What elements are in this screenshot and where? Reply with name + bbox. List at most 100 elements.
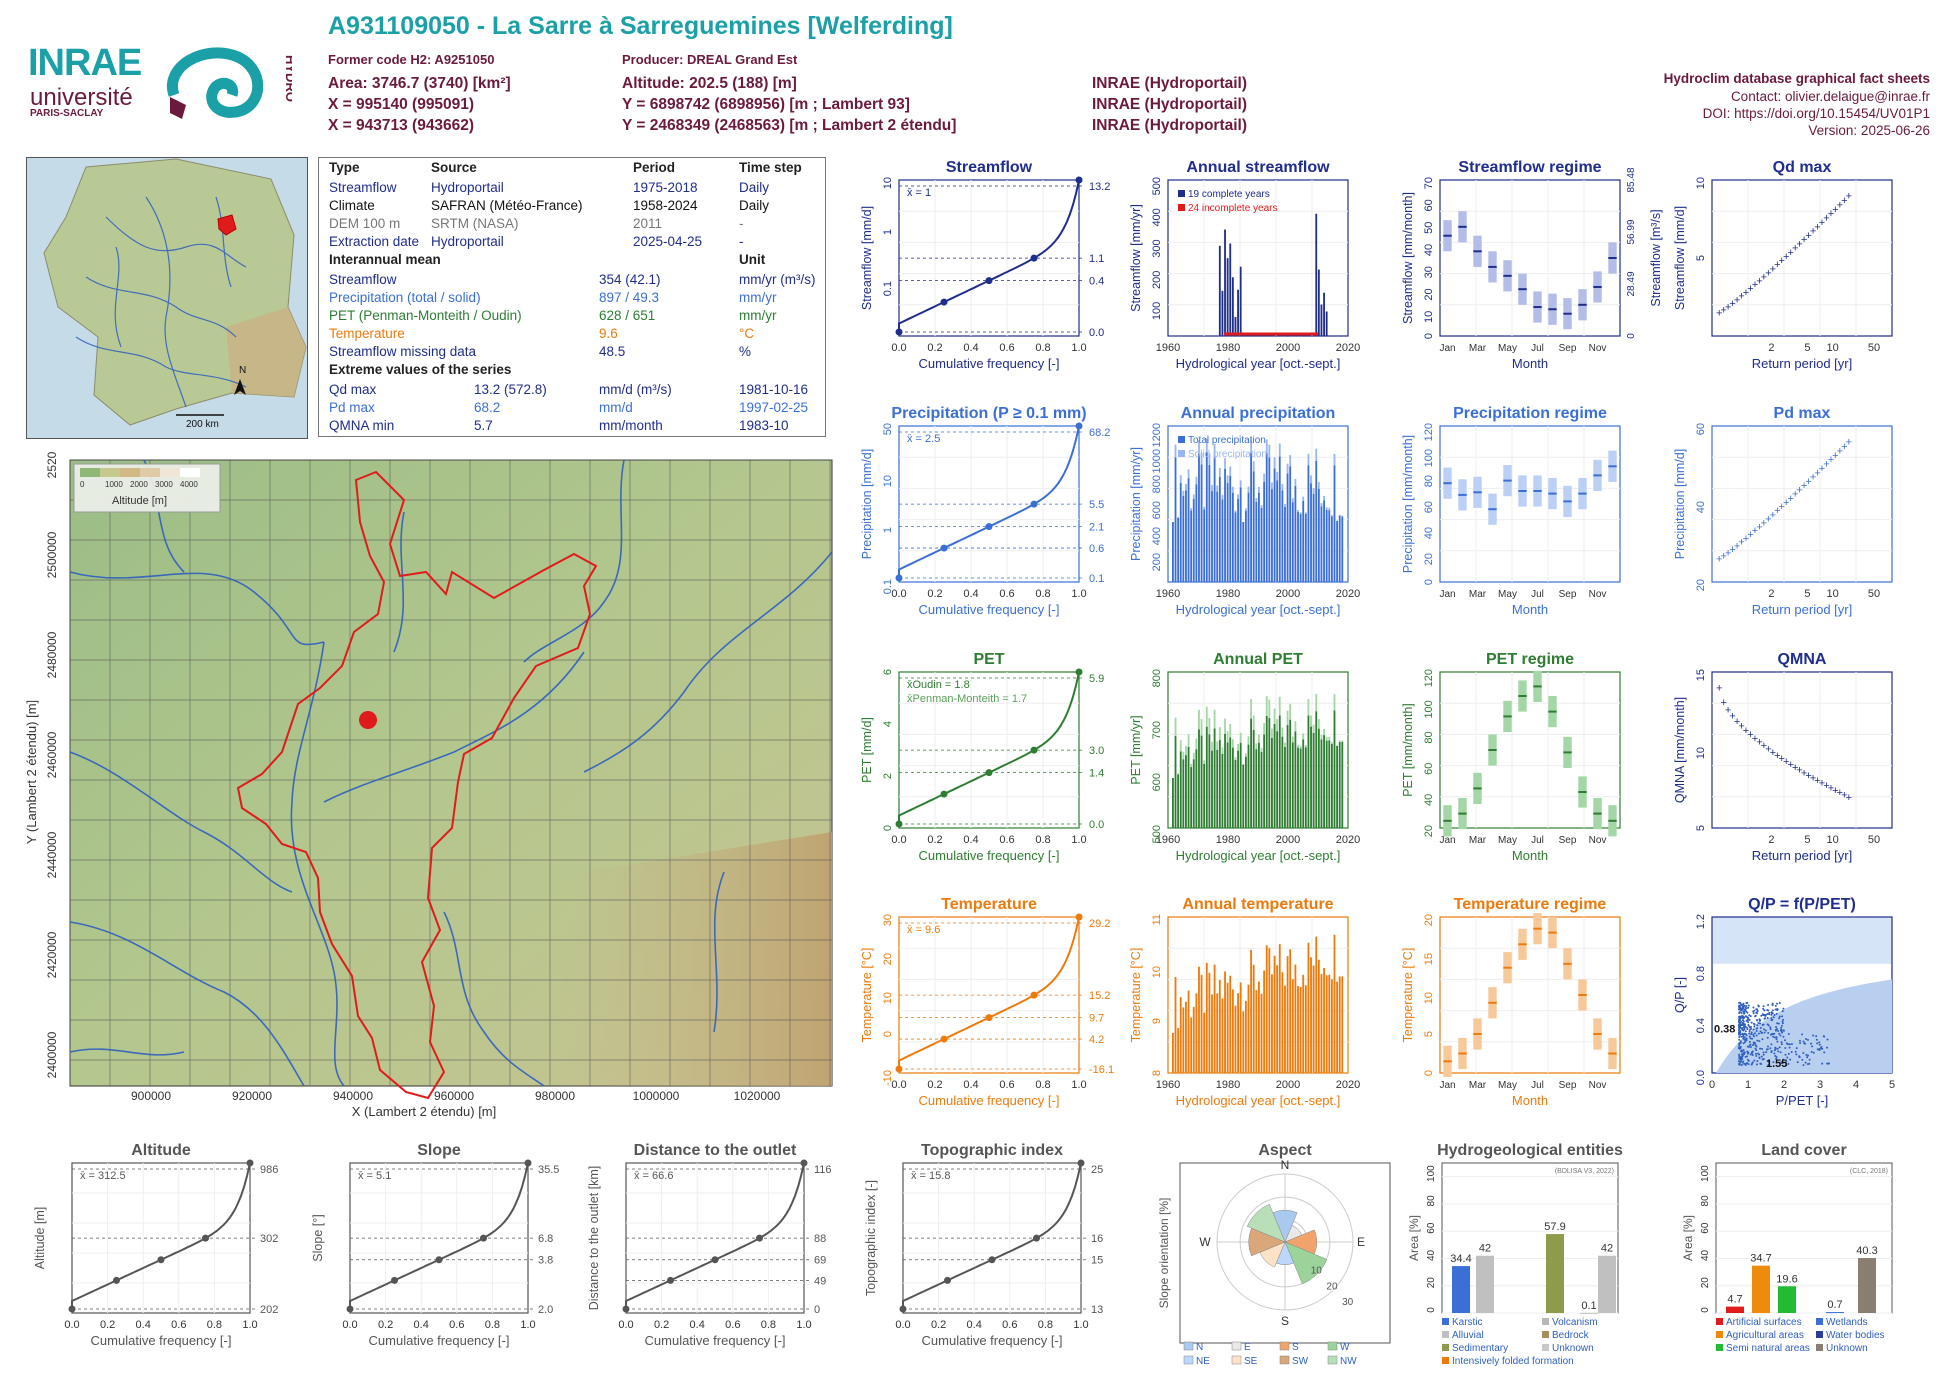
overview-map: N 200 km bbox=[26, 157, 308, 439]
annual-bar bbox=[1284, 506, 1286, 582]
annual-bar bbox=[1320, 304, 1323, 336]
qp-point bbox=[1806, 1056, 1809, 1059]
x-tick: 2020 bbox=[1336, 834, 1360, 846]
y-tick: 40 bbox=[1423, 244, 1435, 256]
rp-point: + bbox=[1725, 547, 1731, 559]
right-tick: 9.7 bbox=[1089, 1013, 1104, 1025]
annual-bar bbox=[1333, 710, 1336, 828]
right-tick: 3.0 bbox=[1089, 745, 1104, 757]
annual-bar bbox=[1297, 512, 1299, 582]
y-axis-label: Slope orientation [%] bbox=[1157, 1198, 1171, 1309]
rp-point: + bbox=[1743, 287, 1749, 299]
rose-ring-label: 30 bbox=[1342, 1297, 1354, 1308]
annual-bar-secondary bbox=[1302, 733, 1305, 740]
bar-value-label: 0.1 bbox=[1581, 1300, 1596, 1312]
qp-point bbox=[1747, 1051, 1750, 1054]
quantile-point bbox=[711, 1256, 719, 1264]
plot-frame bbox=[1439, 916, 1621, 1074]
annual-bar bbox=[1286, 956, 1289, 1073]
qp-point bbox=[1752, 1033, 1755, 1036]
qp-point bbox=[1749, 1043, 1752, 1046]
chart-title: Q/P = f(P/PET) bbox=[1748, 896, 1856, 913]
annual-bar bbox=[1336, 520, 1339, 582]
x-tick: 0.8 bbox=[1038, 1319, 1053, 1331]
rp-point: + bbox=[1779, 501, 1785, 513]
annual-bar bbox=[1289, 719, 1292, 828]
x-tick: 0.6 bbox=[1002, 1319, 1017, 1331]
rp-point: + bbox=[1743, 725, 1749, 737]
annual-bar bbox=[1310, 483, 1312, 582]
map-ytick: 2480000 bbox=[45, 631, 59, 678]
annual-bar-secondary bbox=[1252, 715, 1255, 730]
plot-frame bbox=[1439, 179, 1621, 337]
annual-bar-secondary bbox=[1216, 485, 1219, 492]
x-tick: 1.0 bbox=[1073, 1319, 1088, 1331]
qp-point bbox=[1752, 1035, 1755, 1038]
qp-point bbox=[1782, 1018, 1785, 1021]
qp-point bbox=[1753, 1059, 1756, 1062]
plot-frame bbox=[1439, 425, 1621, 583]
map-xtick: 980000 bbox=[535, 1089, 575, 1103]
annual-bar bbox=[1226, 742, 1229, 828]
month-tick: Nov bbox=[1589, 343, 1607, 354]
annual-bar bbox=[1174, 736, 1177, 828]
annual-bar bbox=[1281, 490, 1284, 582]
qp-point bbox=[1747, 1016, 1750, 1019]
map-xtick: 1000000 bbox=[633, 1089, 680, 1103]
extreme-unit: mm/d (m³/s) bbox=[599, 382, 672, 397]
row-source: SRTM (NASA) bbox=[431, 216, 519, 231]
right-tick: 5.9 bbox=[1089, 673, 1104, 685]
qp-point bbox=[1747, 1024, 1750, 1027]
annual-bar bbox=[1317, 269, 1320, 336]
annual-bar bbox=[1216, 491, 1219, 582]
qp-point bbox=[1766, 1012, 1769, 1015]
annual-bar bbox=[1231, 277, 1234, 336]
x-axis-label: Hydrological year [oct.-sept.] bbox=[1176, 1093, 1341, 1108]
legend-swatch bbox=[1442, 1331, 1449, 1338]
qp-point bbox=[1741, 1021, 1744, 1024]
y-tick: 20 bbox=[1423, 288, 1435, 300]
scale-label: 200 km bbox=[186, 419, 219, 430]
y-tick: 0 bbox=[882, 1031, 894, 1037]
y-tick: 600 bbox=[1151, 501, 1163, 519]
annual-bar bbox=[1263, 481, 1266, 582]
annual-bar-secondary bbox=[1211, 484, 1213, 492]
extreme-value: 68.2 bbox=[474, 400, 501, 415]
source-1: INRAE (Hydroportail) bbox=[1092, 75, 1247, 92]
qp-point bbox=[1753, 1032, 1756, 1035]
qp-point bbox=[1756, 1008, 1759, 1011]
annual-bar bbox=[1190, 1017, 1193, 1073]
rp-point: + bbox=[1796, 484, 1802, 496]
qp-point bbox=[1752, 1006, 1755, 1009]
qp-point bbox=[1738, 1043, 1741, 1046]
legend-swatch bbox=[1183, 1341, 1194, 1351]
annual-bar-secondary bbox=[1187, 734, 1190, 747]
annual-bar bbox=[1211, 491, 1213, 582]
x-tick: 2 bbox=[1768, 588, 1774, 600]
qp-point bbox=[1771, 1009, 1774, 1012]
qp-point bbox=[1767, 1064, 1770, 1067]
doi-link[interactable]: DOI: https://doi.org/10.15454/UV01P1 bbox=[1702, 106, 1930, 121]
map-legend-tick: 3000 bbox=[155, 480, 173, 489]
annual-bar bbox=[1338, 742, 1341, 828]
x-tick: 50 bbox=[1868, 588, 1880, 600]
y-tick: 1 bbox=[882, 229, 894, 235]
mean-label: Temperature bbox=[329, 326, 405, 341]
annual-bar-secondary bbox=[1310, 715, 1312, 727]
area: Area: 3746.7 (3740) [km²] bbox=[328, 75, 511, 92]
row-source: SAFRAN (Météo-France) bbox=[431, 198, 583, 213]
map-ytick: 2500000 bbox=[45, 531, 59, 578]
th-period: Period bbox=[633, 160, 676, 175]
quantile-point bbox=[113, 1276, 120, 1284]
th-extreme: Extreme values of the series bbox=[329, 362, 512, 377]
qp-point bbox=[1779, 1029, 1782, 1032]
qp-point bbox=[1750, 1063, 1753, 1066]
annual-bar bbox=[1297, 986, 1299, 1073]
annual-bar-secondary bbox=[1302, 496, 1305, 501]
rp-point: + bbox=[1792, 762, 1798, 774]
rp-point: + bbox=[1783, 756, 1789, 768]
annual-bar-secondary bbox=[1213, 444, 1216, 458]
x-axis-label: Month bbox=[1512, 848, 1548, 863]
qp-point bbox=[1743, 1026, 1746, 1029]
x-axis-label: Cumulative frequency [-] bbox=[369, 1333, 510, 1348]
